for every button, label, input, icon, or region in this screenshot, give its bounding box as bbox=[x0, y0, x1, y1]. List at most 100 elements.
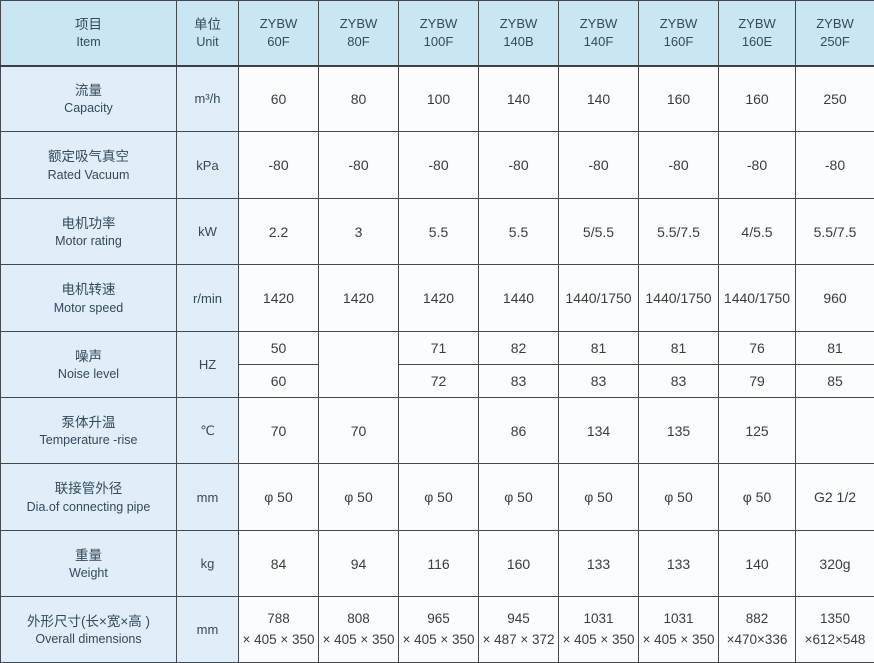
row-label-motor-rating: 电机功率 Motor rating bbox=[1, 199, 177, 265]
cell-pipe-140b: φ 50 bbox=[479, 464, 559, 531]
cell-dims-250f: 1350 ×612×548 bbox=[796, 597, 874, 663]
row-unit-motor-rating: kW bbox=[177, 199, 239, 265]
header-row: 项目 Item 单位 Unit ZYBW 60F ZYBW 80F ZYBW 1… bbox=[1, 1, 874, 66]
row-label-noise: 噪声 Noise level bbox=[1, 332, 177, 398]
header-model-250f: ZYBW 250F bbox=[796, 1, 874, 66]
row-unit-temperature-rise: ℃ bbox=[177, 398, 239, 464]
header-unit-en: Unit bbox=[179, 34, 236, 50]
row-temperature-rise: 泵体升温 Temperature -rise ℃ 70 70 86 134 13… bbox=[1, 398, 874, 464]
header-model-100f: ZYBW 100F bbox=[399, 1, 479, 66]
cell-vacuum-160e: -80 bbox=[719, 132, 796, 199]
cell-weight-140b: 160 bbox=[479, 531, 559, 597]
row-unit-capacity: m³/h bbox=[177, 66, 239, 132]
cell-vacuum-160f: -80 bbox=[639, 132, 719, 199]
header-model-80f: ZYBW 80F bbox=[319, 1, 399, 66]
cell-rating-140f: 5/5.5 bbox=[559, 199, 639, 265]
cell-temp-250f bbox=[796, 398, 874, 464]
header-unit: 单位 Unit bbox=[177, 1, 239, 66]
cell-vacuum-100f: -80 bbox=[399, 132, 479, 199]
row-capacity: 流量 Capacity m³/h 60 80 100 140 140 160 1… bbox=[1, 66, 874, 132]
cell-dims-80f: 808 × 405 × 350 bbox=[319, 597, 399, 663]
cell-temp-160f: 135 bbox=[639, 398, 719, 464]
cell-rating-160e: 4/5.5 bbox=[719, 199, 796, 265]
cell-weight-250f: 320g bbox=[796, 531, 874, 597]
cell-speed-140b: 1440 bbox=[479, 265, 559, 332]
cell-temp-80f: 70 bbox=[319, 398, 399, 464]
row-motor-speed: 电机转速 Motor speed r/min 1420 1420 1420 14… bbox=[1, 265, 874, 332]
cell-weight-80f: 94 bbox=[319, 531, 399, 597]
cell-weight-140f: 133 bbox=[559, 531, 639, 597]
cell-speed-160f: 1440/1750 bbox=[639, 265, 719, 332]
header-item-en: Item bbox=[3, 34, 174, 50]
cell-pipe-60f: φ 50 bbox=[239, 464, 319, 531]
header-model-160f: ZYBW 160F bbox=[639, 1, 719, 66]
cell-dims-160f: 1031 × 405 × 350 bbox=[639, 597, 719, 663]
cell-rating-160f: 5.5/7.5 bbox=[639, 199, 719, 265]
row-unit-noise: HZ bbox=[177, 332, 239, 398]
row-unit-connecting-pipe: mm bbox=[177, 464, 239, 531]
cell-dims-60f: 788 × 405 × 350 bbox=[239, 597, 319, 663]
cell-dims-140b: 945 × 487 × 372 bbox=[479, 597, 559, 663]
row-unit-overall-dimensions: mm bbox=[177, 597, 239, 663]
cell-capacity-140f: 140 bbox=[559, 66, 639, 132]
cell-capacity-80f: 80 bbox=[319, 66, 399, 132]
header-model-140f: ZYBW 140F bbox=[559, 1, 639, 66]
cell-vacuum-140b: -80 bbox=[479, 132, 559, 199]
cell-pipe-80f: φ 50 bbox=[319, 464, 399, 531]
cell-weight-60f: 84 bbox=[239, 531, 319, 597]
cell-noise-bottom-160f: 83 bbox=[639, 365, 719, 398]
cell-weight-160e: 140 bbox=[719, 531, 796, 597]
row-rated-vacuum: 额定吸气真空 Rated Vacuum kPa -80 -80 -80 -80 … bbox=[1, 132, 874, 199]
cell-temp-100f bbox=[399, 398, 479, 464]
cell-rating-250f: 5.5/7.5 bbox=[796, 199, 874, 265]
header-model-160e: ZYBW 160E bbox=[719, 1, 796, 66]
cell-pipe-140f: φ 50 bbox=[559, 464, 639, 531]
header-model-140b: ZYBW 140B bbox=[479, 1, 559, 66]
row-motor-rating: 电机功率 Motor rating kW 2.2 3 5.5 5.5 5/5.5… bbox=[1, 199, 874, 265]
cell-noise-top-140f: 81 bbox=[559, 332, 639, 365]
cell-capacity-250f: 250 bbox=[796, 66, 874, 132]
cell-temp-140b: 86 bbox=[479, 398, 559, 464]
cell-noise-bottom-100f: 72 bbox=[399, 365, 479, 398]
cell-capacity-100f: 100 bbox=[399, 66, 479, 132]
row-weight: 重量 Weight kg 84 94 116 160 133 133 140 3… bbox=[1, 531, 874, 597]
row-connecting-pipe: 联接管外径 Dia.of connecting pipe mm φ 50 φ 5… bbox=[1, 464, 874, 531]
cell-pipe-100f: φ 50 bbox=[399, 464, 479, 531]
cell-noise-top-140b: 82 bbox=[479, 332, 559, 365]
cell-noise-bottom-60f: 60 bbox=[239, 365, 319, 398]
cell-vacuum-80f: -80 bbox=[319, 132, 399, 199]
cell-pipe-160e: φ 50 bbox=[719, 464, 796, 531]
cell-noise-top-60f: 50 bbox=[239, 332, 319, 365]
cell-noise-bottom-140b: 83 bbox=[479, 365, 559, 398]
row-unit-rated-vacuum: kPa bbox=[177, 132, 239, 199]
cell-noise-bottom-250f: 85 bbox=[796, 365, 874, 398]
cell-speed-160e: 1440/1750 bbox=[719, 265, 796, 332]
row-unit-weight: kg bbox=[177, 531, 239, 597]
cell-temp-140f: 134 bbox=[559, 398, 639, 464]
cell-speed-80f: 1420 bbox=[319, 265, 399, 332]
cell-noise-bottom-160e: 79 bbox=[719, 365, 796, 398]
row-label-rated-vacuum: 额定吸气真空 Rated Vacuum bbox=[1, 132, 177, 199]
cell-noise-top-160f: 81 bbox=[639, 332, 719, 365]
cell-speed-60f: 1420 bbox=[239, 265, 319, 332]
cell-weight-100f: 116 bbox=[399, 531, 479, 597]
cell-dims-100f: 965 × 405 × 350 bbox=[399, 597, 479, 663]
cell-weight-160f: 133 bbox=[639, 531, 719, 597]
row-label-connecting-pipe: 联接管外径 Dia.of connecting pipe bbox=[1, 464, 177, 531]
cell-rating-140b: 5.5 bbox=[479, 199, 559, 265]
cell-capacity-160e: 160 bbox=[719, 66, 796, 132]
cell-noise-bottom-140f: 83 bbox=[559, 365, 639, 398]
row-label-temperature-rise: 泵体升温 Temperature -rise bbox=[1, 398, 177, 464]
cell-noise-80f-merged-empty bbox=[319, 332, 399, 398]
cell-dims-140f: 1031 × 405 × 350 bbox=[559, 597, 639, 663]
cell-temp-60f: 70 bbox=[239, 398, 319, 464]
cell-capacity-160f: 160 bbox=[639, 66, 719, 132]
row-noise-top: 噪声 Noise level HZ 50 71 82 81 81 76 81 bbox=[1, 332, 874, 365]
row-overall-dimensions: 外形尺寸(长×宽×高 ) Overall dimensions mm 788 ×… bbox=[1, 597, 874, 663]
header-item-zh: 项目 bbox=[3, 15, 174, 35]
header-model-60f: ZYBW 60F bbox=[239, 1, 319, 66]
cell-pipe-160f: φ 50 bbox=[639, 464, 719, 531]
cell-vacuum-250f: -80 bbox=[796, 132, 874, 199]
cell-speed-140f: 1440/1750 bbox=[559, 265, 639, 332]
